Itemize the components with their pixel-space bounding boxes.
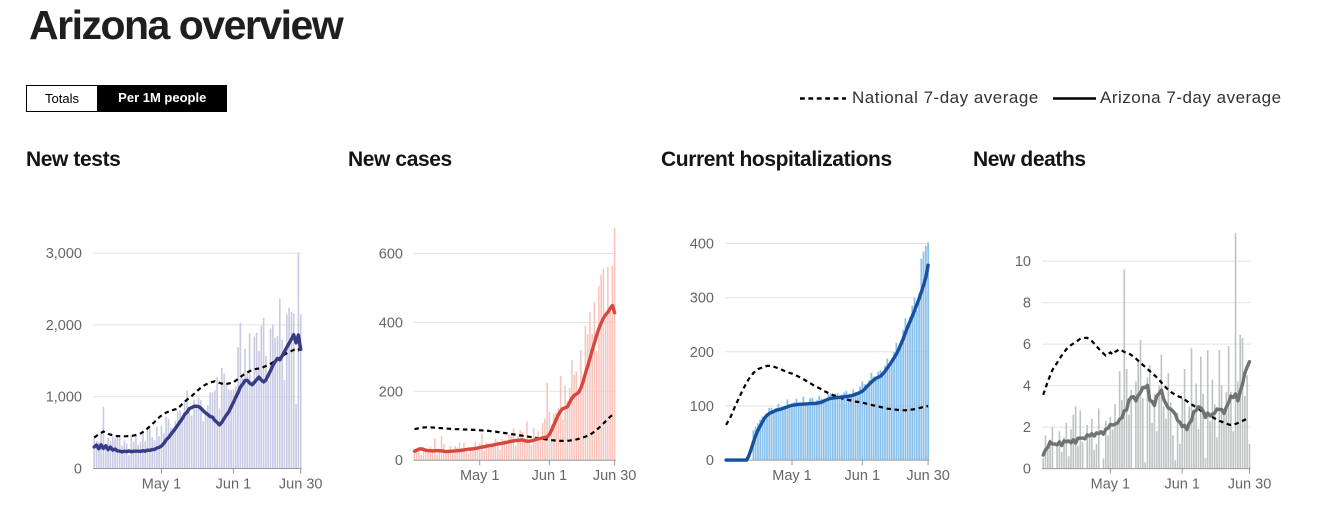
svg-text:0: 0 (1023, 462, 1031, 478)
svg-text:3,000: 3,000 (46, 246, 82, 262)
svg-text:May 1: May 1 (142, 477, 182, 493)
svg-text:0: 0 (395, 453, 403, 469)
svg-text:May 1: May 1 (460, 468, 500, 484)
svg-text:Jun 1: Jun 1 (845, 468, 880, 484)
svg-text:May 1: May 1 (772, 468, 812, 484)
svg-text:Jun 30: Jun 30 (593, 468, 637, 484)
svg-text:8: 8 (1023, 296, 1031, 312)
svg-text:Jun 1: Jun 1 (216, 477, 251, 493)
svg-text:600: 600 (379, 247, 403, 263)
svg-text:0: 0 (74, 462, 82, 478)
svg-text:Jun 30: Jun 30 (279, 477, 323, 493)
svg-text:300: 300 (690, 291, 714, 307)
svg-text:Jun 30: Jun 30 (906, 468, 950, 484)
svg-text:Jun 30: Jun 30 (1228, 477, 1272, 493)
svg-text:Jun 1: Jun 1 (1164, 477, 1199, 493)
svg-text:1,000: 1,000 (46, 390, 82, 406)
svg-text:0: 0 (706, 453, 714, 469)
svg-text:400: 400 (379, 315, 403, 331)
svg-text:200: 200 (379, 384, 403, 400)
svg-text:10: 10 (1015, 254, 1031, 270)
svg-text:4: 4 (1023, 379, 1031, 395)
svg-text:100: 100 (690, 399, 714, 415)
svg-text:200: 200 (690, 345, 714, 361)
svg-text:2: 2 (1023, 420, 1031, 436)
svg-text:2,000: 2,000 (46, 318, 82, 334)
svg-text:Jun 1: Jun 1 (532, 468, 567, 484)
svg-text:May 1: May 1 (1091, 477, 1131, 493)
svg-text:400: 400 (690, 237, 714, 253)
svg-text:6: 6 (1023, 337, 1031, 353)
